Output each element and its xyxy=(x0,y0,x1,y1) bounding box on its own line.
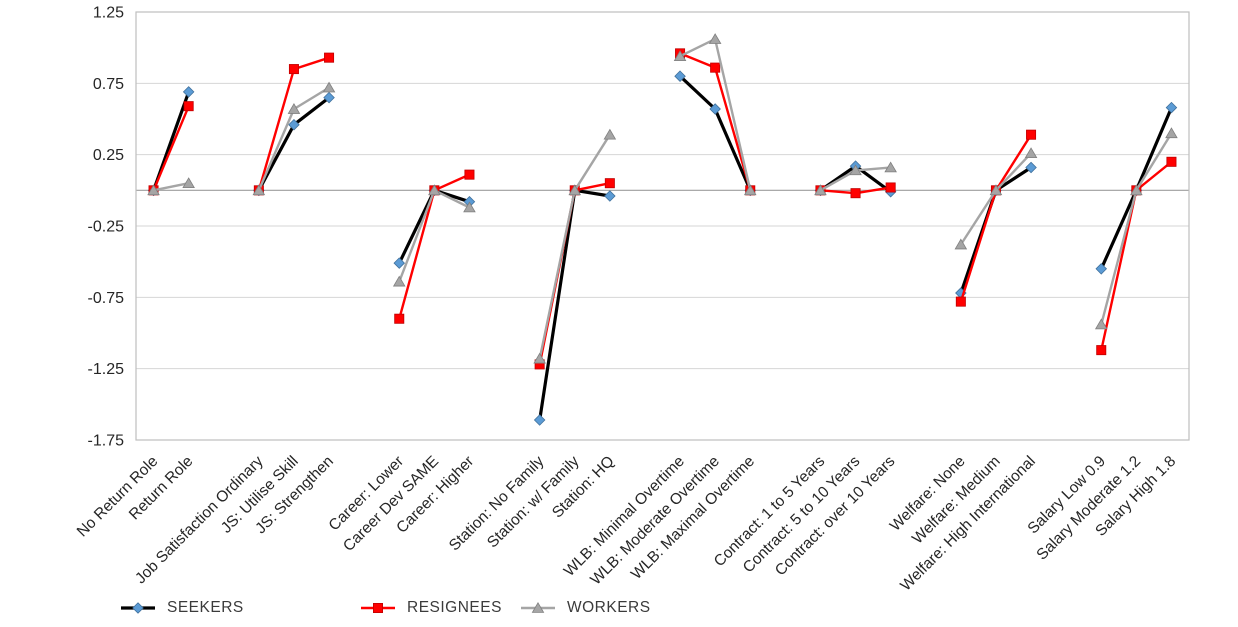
marker-diamond xyxy=(674,70,686,82)
marker-triangle xyxy=(1130,184,1143,196)
marker-diamond xyxy=(323,91,335,104)
series-line xyxy=(959,152,1032,246)
series-workers xyxy=(147,33,1178,364)
marker-square xyxy=(955,296,966,307)
series-line xyxy=(153,182,189,192)
marker-square xyxy=(1166,156,1177,167)
marker-square xyxy=(288,64,299,75)
marker-diamond xyxy=(533,414,546,426)
y-tick-label: 0.25 xyxy=(93,147,124,164)
y-tick-label: -0.75 xyxy=(88,290,125,307)
marker-triangle xyxy=(1094,318,1108,330)
marker-diamond xyxy=(132,602,144,614)
marker-diamond xyxy=(1025,161,1037,174)
marker-triangle xyxy=(392,275,406,287)
series-seekers xyxy=(147,70,1178,426)
legend-swatch-1 xyxy=(360,601,396,615)
series-line xyxy=(152,105,190,191)
marker-triangle xyxy=(989,184,1003,196)
legend-label-resignees: RESIGNEES xyxy=(407,599,502,616)
marker-diamond xyxy=(1165,101,1178,114)
series-resignees xyxy=(148,48,1177,370)
y-tick-label: -0.25 xyxy=(88,219,125,236)
y-tick-label: -1.25 xyxy=(88,361,125,378)
legend-marker-diamond-icon xyxy=(121,602,155,614)
plot-border xyxy=(135,11,1190,441)
legend-label-seekers: SEEKERS xyxy=(167,599,244,616)
series-line xyxy=(257,86,330,191)
legend-swatch-2 xyxy=(520,601,556,615)
marker-diamond xyxy=(393,257,406,269)
marker-square xyxy=(850,188,861,199)
x-tick-label: Welfare: High International xyxy=(897,453,1039,595)
marker-triangle xyxy=(743,184,757,196)
marker-triangle xyxy=(814,184,827,196)
marker-triangle xyxy=(884,161,897,173)
marker-square xyxy=(324,52,335,63)
marker-triangle xyxy=(1024,147,1038,159)
series-line xyxy=(538,134,611,359)
marker-triangle xyxy=(603,128,617,140)
marker-square xyxy=(1096,345,1107,356)
marker-square xyxy=(372,603,383,613)
marker-diamond xyxy=(604,190,616,202)
y-tick-label: -1.75 xyxy=(88,433,125,450)
marker-triangle xyxy=(708,33,722,44)
legend-item-workers: WORKERS xyxy=(520,595,651,621)
y-tick-label: 1.25 xyxy=(93,5,124,22)
marker-square xyxy=(464,169,475,180)
marker-triangle xyxy=(252,184,266,196)
marker-triangle xyxy=(428,184,441,196)
marker-triangle xyxy=(954,238,968,250)
y-tick-label: 0.75 xyxy=(93,76,124,93)
marker-triangle xyxy=(1165,127,1178,139)
marker-triangle xyxy=(147,184,160,196)
marker-triangle xyxy=(568,184,582,196)
marker-square xyxy=(1026,129,1037,140)
marker-diamond xyxy=(182,86,195,98)
series-line xyxy=(1100,132,1173,325)
marker-triangle xyxy=(322,81,336,93)
marker-triangle xyxy=(287,103,301,114)
legend-swatch-0 xyxy=(120,601,156,615)
legend-marker-square-icon xyxy=(361,603,395,613)
marker-square xyxy=(710,62,721,73)
series-line xyxy=(959,134,1033,302)
marker-triangle xyxy=(463,201,476,213)
marker-diamond xyxy=(1095,263,1108,275)
legend-label-workers: WORKERS xyxy=(567,599,651,616)
series-line xyxy=(398,189,470,283)
marker-square xyxy=(394,313,405,324)
marker-diamond xyxy=(288,118,300,131)
legend-item-resignees: RESIGNEES xyxy=(360,595,502,621)
marker-triangle xyxy=(533,352,546,364)
marker-triangle xyxy=(531,602,545,613)
marker-triangle xyxy=(182,177,195,188)
legend-item-seekers: SEEKERS xyxy=(120,595,244,621)
series-line xyxy=(679,75,752,191)
marker-triangle xyxy=(673,50,687,62)
marker-triangle xyxy=(849,164,862,176)
marker-diamond xyxy=(709,103,721,115)
gridlines xyxy=(136,11,1189,441)
chart-legend: SEEKERS RESIGNEES WORKERS xyxy=(0,595,1238,621)
marker-square xyxy=(885,182,896,193)
marker-square xyxy=(183,101,194,112)
series-line xyxy=(538,182,611,365)
legend-marker-triangle-icon xyxy=(521,602,555,613)
marker-square xyxy=(604,178,615,189)
y-axis-labels: 1.25 0.75 0.25 -0.25 -0.75 -1.25 -1.75 xyxy=(88,5,125,450)
